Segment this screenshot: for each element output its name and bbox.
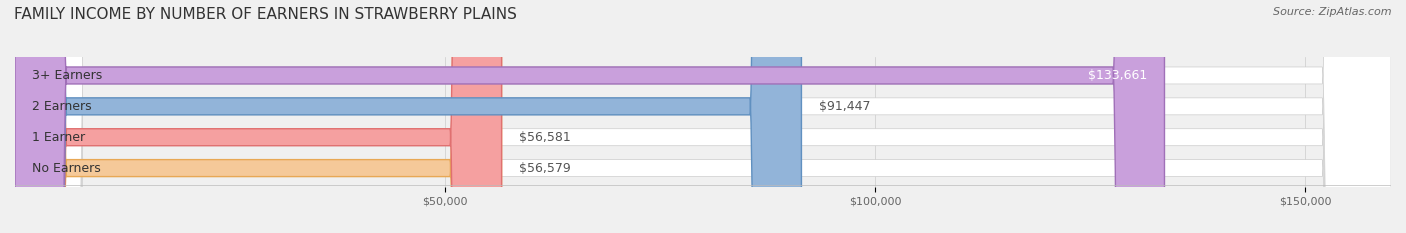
Text: FAMILY INCOME BY NUMBER OF EARNERS IN STRAWBERRY PLAINS: FAMILY INCOME BY NUMBER OF EARNERS IN ST… [14,7,517,22]
Text: 1 Earner: 1 Earner [32,131,86,144]
Text: $91,447: $91,447 [818,100,870,113]
Text: No Earners: No Earners [32,162,101,175]
Text: $56,581: $56,581 [519,131,571,144]
FancyBboxPatch shape [15,0,1391,233]
Text: 2 Earners: 2 Earners [32,100,91,113]
Text: 3+ Earners: 3+ Earners [32,69,103,82]
FancyBboxPatch shape [15,0,1391,233]
FancyBboxPatch shape [15,0,502,233]
FancyBboxPatch shape [15,0,1391,233]
Text: Source: ZipAtlas.com: Source: ZipAtlas.com [1274,7,1392,17]
FancyBboxPatch shape [15,0,1164,233]
Text: $133,661: $133,661 [1088,69,1147,82]
FancyBboxPatch shape [15,0,801,233]
FancyBboxPatch shape [15,0,1391,233]
FancyBboxPatch shape [15,0,502,233]
Text: $56,579: $56,579 [519,162,571,175]
